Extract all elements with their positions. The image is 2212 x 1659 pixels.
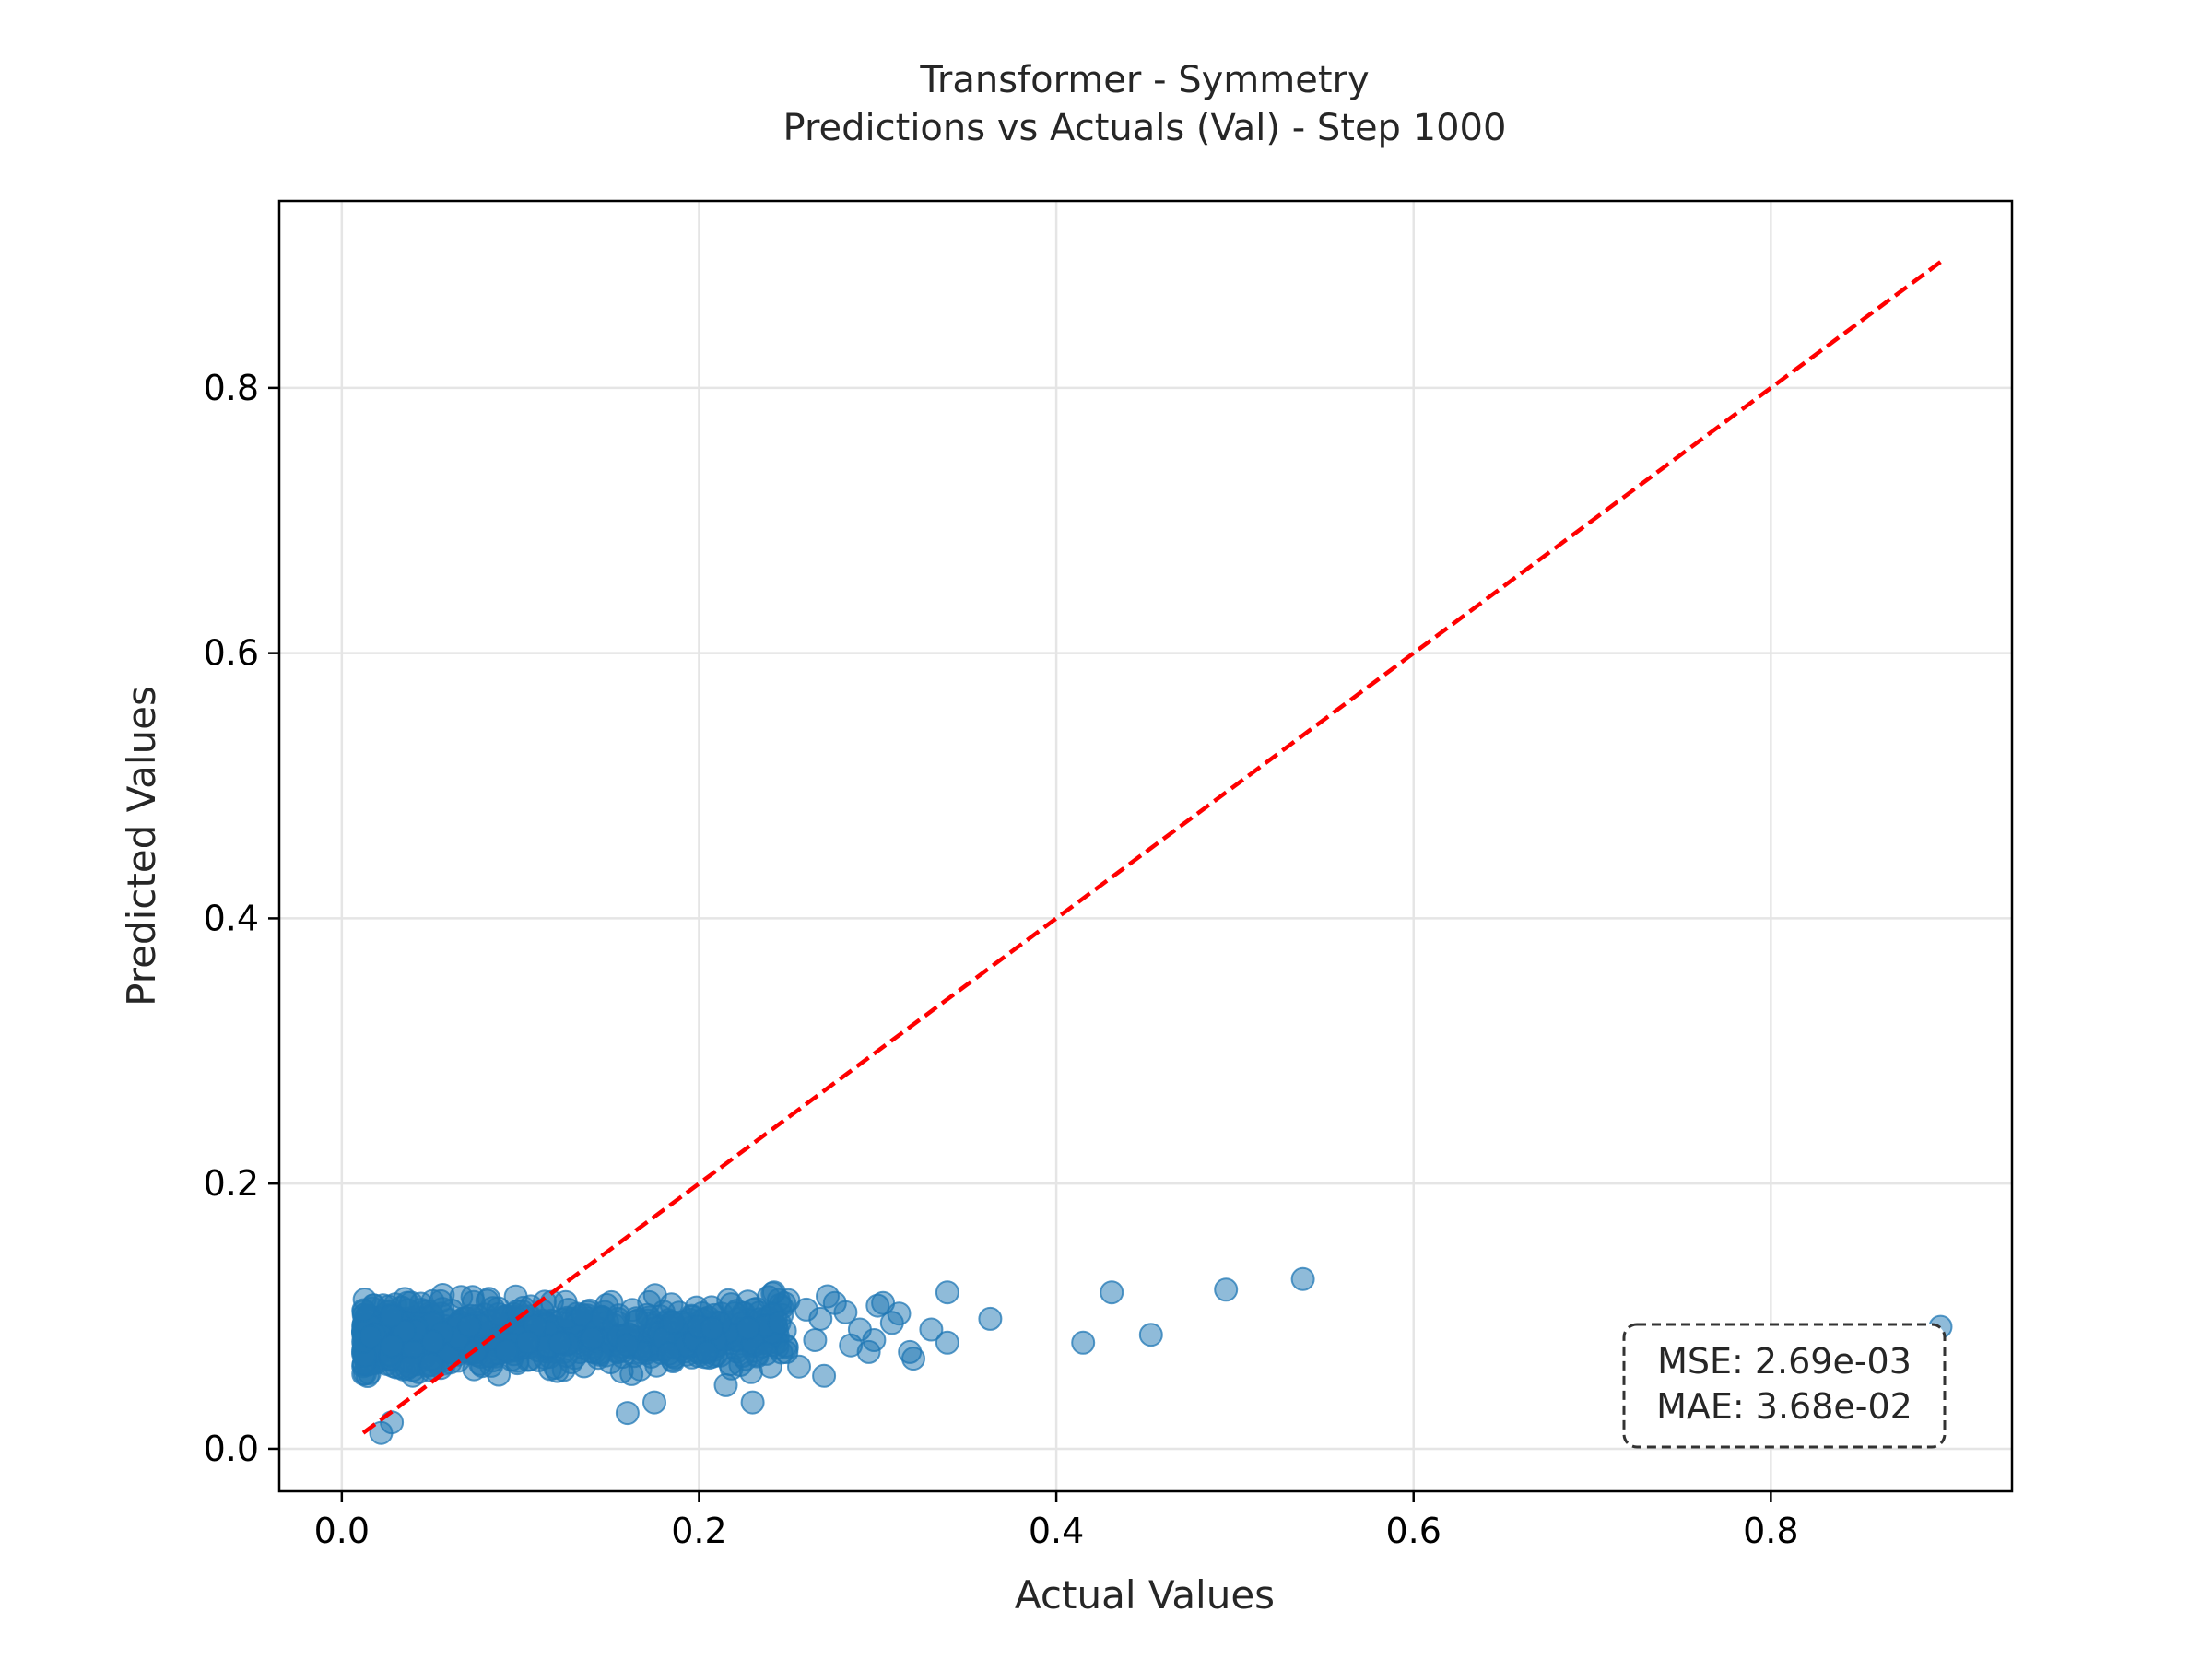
data-point-838 bbox=[429, 1288, 453, 1313]
y-axis-label: Predicted Values bbox=[119, 686, 164, 1006]
data-point-853 bbox=[351, 1298, 376, 1323]
data-point-891 bbox=[379, 1303, 404, 1328]
data-point-882 bbox=[515, 1330, 540, 1355]
y-tick-label-2: 0.4 bbox=[204, 898, 259, 938]
data-point-915 bbox=[865, 1293, 890, 1318]
y-tick-label-0: 0.0 bbox=[204, 1429, 259, 1469]
y-tick-label-1: 0.2 bbox=[204, 1163, 259, 1204]
y-axis-ticks: 0.0 0.2 0.4 0.6 0.8 bbox=[204, 368, 279, 1469]
data-point-874 bbox=[543, 1355, 568, 1380]
mse-label: MSE: 2.69e-03 bbox=[1657, 1341, 1912, 1382]
x-tick-label-0: 0.0 bbox=[314, 1511, 370, 1551]
data-point-878 bbox=[359, 1324, 382, 1349]
data-point-887 bbox=[606, 1303, 631, 1328]
chart-subtitle: Predictions vs Actuals (Val) - Step 1000 bbox=[783, 107, 1507, 149]
plot-background bbox=[279, 201, 2012, 1491]
data-point-930 bbox=[761, 1280, 786, 1305]
data-point-875 bbox=[580, 1326, 605, 1350]
x-tick-label-3: 0.6 bbox=[1386, 1511, 1441, 1551]
data-point-911 bbox=[898, 1339, 923, 1364]
data-point-923 bbox=[812, 1363, 837, 1388]
data-point-931 bbox=[759, 1354, 782, 1379]
data-point-929 bbox=[767, 1311, 792, 1335]
x-tick-label-2: 0.4 bbox=[1029, 1511, 1084, 1551]
data-points bbox=[351, 1266, 1953, 1445]
x-tick-label-4: 0.8 bbox=[1743, 1511, 1798, 1551]
data-point-894 bbox=[463, 1340, 488, 1365]
data-point-893 bbox=[547, 1331, 572, 1356]
data-point-922 bbox=[816, 1284, 840, 1309]
data-point-908 bbox=[935, 1330, 959, 1355]
data-point-913 bbox=[879, 1311, 904, 1335]
data-point-892 bbox=[656, 1341, 681, 1366]
data-point-883 bbox=[457, 1313, 482, 1338]
data-point-898 bbox=[700, 1316, 724, 1341]
mae-label: MAE: 3.68e-02 bbox=[1656, 1386, 1912, 1427]
data-point-901 bbox=[1290, 1266, 1315, 1291]
data-point-935 bbox=[615, 1401, 640, 1426]
data-point-936 bbox=[642, 1390, 666, 1415]
y-tick-label-3: 0.6 bbox=[204, 633, 259, 674]
data-point-925 bbox=[803, 1328, 828, 1352]
chart-title: Transformer - Symmetry bbox=[919, 59, 1369, 101]
data-point-897 bbox=[380, 1334, 405, 1359]
data-point-888 bbox=[418, 1352, 443, 1377]
data-point-906 bbox=[978, 1306, 1003, 1331]
data-point-905 bbox=[1071, 1330, 1096, 1355]
stats-box: MSE: 2.69e-03 MAE: 3.68e-02 bbox=[1622, 1323, 1947, 1449]
data-point-904 bbox=[1138, 1323, 1163, 1347]
reference-line bbox=[361, 260, 1942, 1435]
data-point-909 bbox=[919, 1317, 944, 1342]
x-axis-ticks: 0.0 0.2 0.4 0.6 0.8 bbox=[314, 1491, 1799, 1551]
data-point-934 bbox=[380, 1410, 405, 1435]
data-point-895 bbox=[420, 1329, 445, 1354]
data-point-932 bbox=[740, 1390, 765, 1415]
data-point-856 bbox=[494, 1338, 519, 1363]
data-point-825 bbox=[487, 1362, 512, 1387]
x-tick-label-1: 0.2 bbox=[671, 1511, 726, 1551]
x-axis-label: Actual Values bbox=[1015, 1572, 1275, 1618]
data-point-884 bbox=[615, 1333, 640, 1358]
data-point-919 bbox=[839, 1333, 864, 1358]
data-point-937 bbox=[713, 1372, 738, 1397]
data-point-927 bbox=[787, 1354, 811, 1379]
data-point-907 bbox=[935, 1280, 959, 1305]
data-point-903 bbox=[1100, 1280, 1124, 1305]
plot-border bbox=[277, 199, 2014, 1493]
stats-box-frame bbox=[1622, 1323, 1947, 1449]
data-point-886 bbox=[694, 1340, 719, 1365]
y-tick-label-4: 0.8 bbox=[204, 368, 259, 408]
data-point-899 bbox=[661, 1310, 686, 1335]
plot-area: 0.0 0.2 0.4 0.6 0.8 0.0 0.2 0.4 0.6 0.8 bbox=[204, 199, 2014, 1551]
data-point-832 bbox=[735, 1316, 760, 1341]
grid-lines bbox=[279, 201, 2012, 1491]
data-point-902 bbox=[1214, 1277, 1239, 1302]
